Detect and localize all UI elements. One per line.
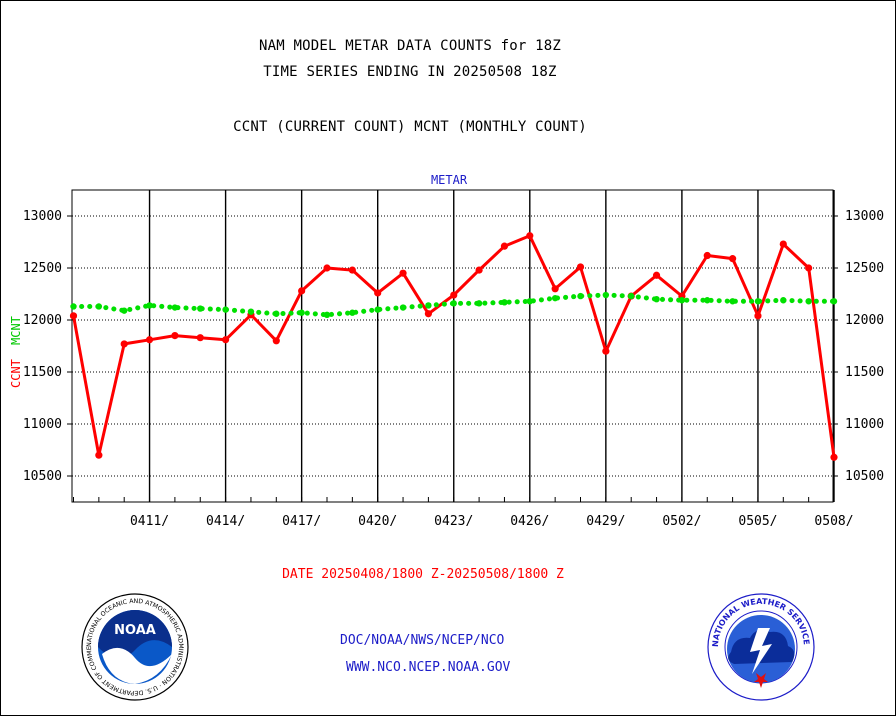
data-point-mcnt <box>298 309 305 316</box>
data-point-ccnt <box>450 291 458 299</box>
noaa-logo-text: NOAA <box>114 623 156 638</box>
data-point-ccnt <box>805 264 813 272</box>
x-tick-label: 0420/ <box>358 514 397 529</box>
footer-url[interactable]: WWW.NCO.NCEP.NOAA.GOV <box>346 660 511 675</box>
data-point-mcnt <box>273 310 280 317</box>
data-point-mcnt <box>653 296 660 303</box>
y-tick-label-left: 11500 <box>23 365 62 380</box>
grid <box>67 190 838 502</box>
data-point-ccnt <box>374 289 382 297</box>
data-point-ccnt <box>69 312 78 320</box>
data-point-ccnt <box>830 453 838 461</box>
y-tick-label-right: 11000 <box>845 417 884 432</box>
data-point-ccnt <box>145 336 154 344</box>
x-tick-label: 0426/ <box>510 514 549 529</box>
x-tick-label: 0411/ <box>130 514 169 529</box>
data-point-mcnt <box>602 291 610 299</box>
data-point-mcnt <box>121 307 128 314</box>
x-tick-label: 0505/ <box>738 514 777 529</box>
x-tick-label: 0414/ <box>206 514 245 529</box>
data-point-mcnt <box>450 300 457 307</box>
data-point-ccnt <box>500 242 509 250</box>
y-tick-label-left: 10500 <box>23 469 62 484</box>
header-title-line3: CCNT (CURRENT COUNT) MCNT (MONTHLY COUNT… <box>233 119 587 135</box>
data-point-mcnt <box>805 298 812 305</box>
y-tick-label-right: 13000 <box>845 209 884 224</box>
data-point-mcnt <box>551 294 559 302</box>
data-point-mcnt <box>95 303 103 310</box>
data-point-mcnt <box>197 305 204 312</box>
data-point-ccnt <box>323 264 331 272</box>
label-layer: 10500 10500 11000 11000 11500 11500 12000 12000… <box>23 209 884 529</box>
data-point-mcnt <box>425 302 432 309</box>
y-tick-label-right: 10500 <box>845 469 884 484</box>
data-point-ccnt <box>120 340 128 348</box>
data-point-mcnt <box>577 292 584 300</box>
y-axis-label-mcnt: MCNT <box>9 316 23 345</box>
y-tick-label-left: 12000 <box>23 313 62 328</box>
footer-org: DOC/NOAA/NWS/NCEP/NCO <box>340 633 505 648</box>
data-point-mcnt <box>374 306 381 313</box>
series-layer <box>69 232 838 461</box>
data-point-mcnt <box>399 304 407 311</box>
y-tick-label-left: 13000 <box>23 209 62 224</box>
y-tick-label-right: 11500 <box>845 365 884 380</box>
data-point-ccnt <box>222 336 230 344</box>
data-point-mcnt <box>349 309 356 316</box>
y-axis-label-ccnt: CCNT <box>9 359 23 388</box>
data-point-ccnt <box>399 269 407 277</box>
nws-logo: NATIONAL WEATHER SERVICE <box>707 593 815 701</box>
data-point-mcnt <box>729 298 736 305</box>
header-title-line2: TIME SERIES ENDING IN 20250508 18Z <box>263 64 557 80</box>
plot-frame <box>71 189 834 503</box>
x-axis-label: DATE 20250408/1800 Z-20250508/1800 Z <box>282 567 564 582</box>
data-point-ccnt <box>298 287 306 295</box>
data-point-mcnt <box>628 292 635 300</box>
header-title-line1: NAM MODEL METAR DATA COUNTS for 18Z <box>258 38 561 54</box>
data-point-ccnt <box>196 334 204 342</box>
data-point-mcnt <box>171 304 179 311</box>
x-tick-label: 0508/ <box>814 514 853 529</box>
data-point-ccnt <box>272 337 280 345</box>
data-point-ccnt <box>576 263 585 271</box>
data-point-mcnt <box>146 302 153 309</box>
noaa-logo: NOAA NATIONAL OCEANIC AND ATMOSPHERIC AD… <box>80 592 189 701</box>
x-tick-label: 0429/ <box>586 514 625 529</box>
data-point-mcnt <box>830 298 838 305</box>
chart-title: METAR <box>431 173 468 187</box>
data-point-mcnt <box>704 297 711 304</box>
data-point-ccnt <box>95 451 103 459</box>
data-point-ccnt <box>475 266 483 274</box>
chart: 10500 10500 11000 11000 11500 11500 12000 12000… <box>9 173 884 582</box>
data-point-mcnt <box>678 297 686 304</box>
data-point-ccnt <box>602 347 610 355</box>
data-point-mcnt <box>780 297 787 304</box>
data-point-mcnt <box>754 298 762 305</box>
x-tick-label: 0502/ <box>662 514 701 529</box>
data-point-mcnt <box>247 308 255 315</box>
x-tick-label: 0423/ <box>434 514 473 529</box>
y-tick-label-right: 12500 <box>845 261 884 276</box>
data-point-mcnt <box>323 311 331 318</box>
data-point-ccnt <box>348 266 356 274</box>
data-point-ccnt <box>729 255 737 263</box>
data-point-mcnt <box>501 299 508 306</box>
data-point-ccnt <box>703 251 711 260</box>
x-tick-label: 0417/ <box>282 514 321 529</box>
data-point-ccnt <box>424 310 432 318</box>
y-tick-label-right: 12000 <box>845 313 884 328</box>
data-point-ccnt <box>779 240 787 248</box>
data-point-mcnt <box>475 300 483 307</box>
y-tick-label-left: 11000 <box>23 417 62 432</box>
y-tick-label-left: 12500 <box>23 261 62 276</box>
data-point-mcnt <box>222 306 229 313</box>
data-point-ccnt <box>652 271 661 279</box>
data-point-ccnt <box>171 332 179 340</box>
data-point-ccnt <box>754 312 762 320</box>
data-point-mcnt <box>70 303 77 310</box>
data-point-ccnt <box>526 232 534 240</box>
data-point-mcnt <box>526 298 533 305</box>
data-point-ccnt <box>551 285 559 293</box>
